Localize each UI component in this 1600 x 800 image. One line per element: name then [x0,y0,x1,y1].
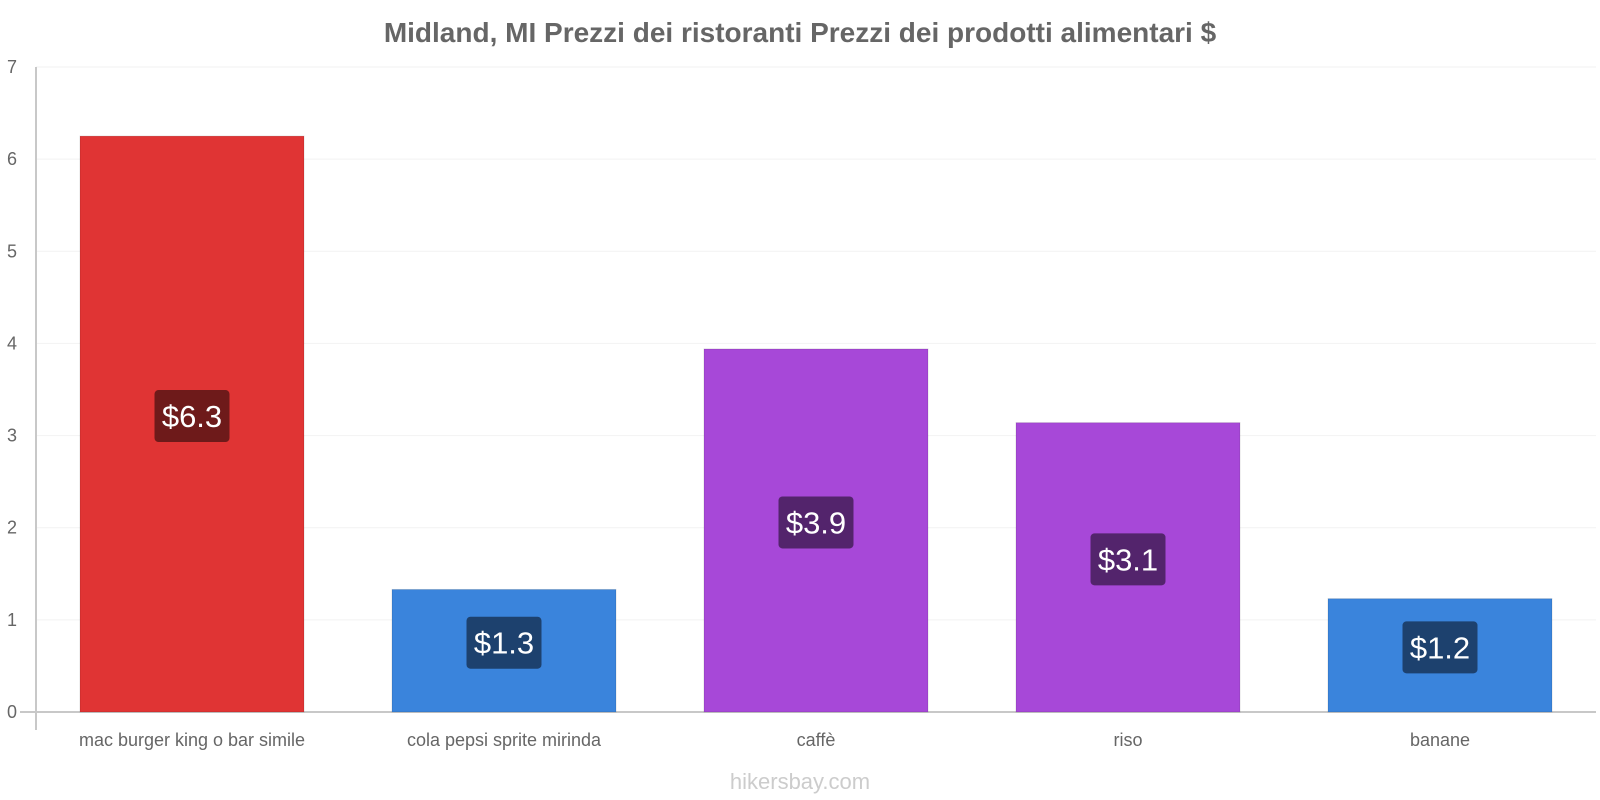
value-labels: $6.3 $1.3 $3.9 $3.1 $1.2 [154,390,1478,674]
value-label-badge [778,496,854,549]
y-tick-label: 1 [7,610,17,630]
y-axis-ticks: 0 1 2 3 4 5 6 7 [7,57,17,722]
value-label-badge [1402,621,1478,674]
x-category-label: cola pepsi sprite mirinda [407,730,602,750]
value-label-badge [154,390,230,443]
bar [1327,598,1553,713]
y-tick-label: 6 [7,149,17,169]
y-tick-label: 2 [7,518,17,538]
value-label: $3.1 [1098,542,1158,577]
y-tick-label: 5 [7,241,17,261]
x-category-label: mac burger king o bar simile [79,730,305,750]
value-label: $6.3 [162,399,222,434]
y-tick-label: 3 [7,426,17,446]
chart-title: Midland, MI Prezzi dei ristoranti Prezzi… [384,17,1217,48]
x-category-label: banane [1410,730,1470,750]
bar [79,135,305,713]
value-label-badge [466,616,542,669]
value-label: $1.3 [474,626,534,661]
y-tick-label: 0 [7,702,17,722]
x-axis-labels: mac burger king o bar simile cola pepsi s… [79,730,1470,750]
x-category-label: caffè [797,730,836,750]
y-tick-label: 4 [7,333,17,353]
value-label: $3.9 [786,505,846,540]
bars [79,135,1553,713]
watermark: hikersbay.com [730,769,870,794]
x-category-label: riso [1113,730,1142,750]
y-tick-label: 7 [7,57,17,77]
value-label-badge [1090,533,1166,586]
value-label: $1.2 [1410,630,1470,665]
